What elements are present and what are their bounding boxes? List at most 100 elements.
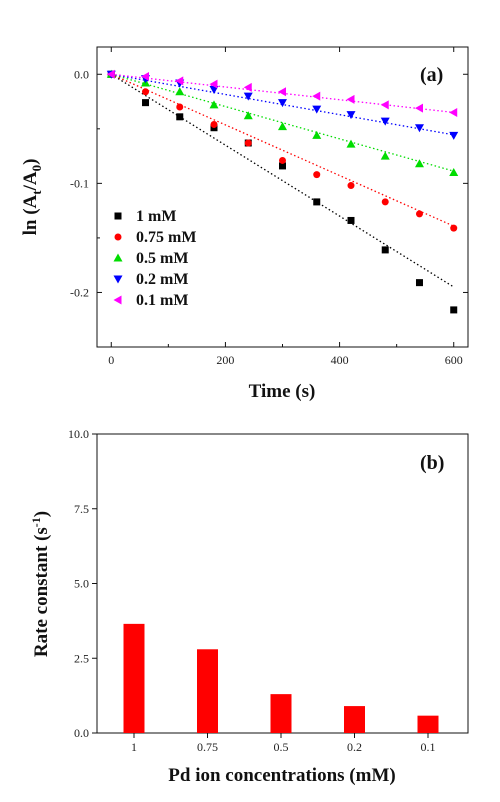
x-tick-label: 0.5 (274, 740, 289, 754)
data-point (347, 182, 355, 190)
data-point (381, 198, 389, 206)
data-point (278, 122, 287, 131)
y-tick-label: 5.0 (74, 577, 89, 591)
y-tick-label: -0.2 (70, 285, 89, 299)
data-point (380, 117, 390, 126)
data-point (313, 198, 321, 206)
x-tick-label: 400 (331, 353, 349, 367)
data-point (380, 151, 390, 160)
panel-a-y-axis-title: ln (At/A0) (20, 159, 44, 236)
legend-label: 0.75 mM (136, 229, 196, 246)
y-title-main: Rate constant (s (31, 527, 52, 657)
y-tick-label: -0.1 (70, 176, 89, 190)
bar (344, 706, 365, 733)
y-title-sup: -1 (29, 517, 43, 527)
y-tick-label: 0.0 (74, 67, 89, 81)
y-tick-label: 0.0 (74, 726, 89, 740)
y-title-end: ) (20, 159, 41, 165)
legend-label: 0.2 mM (136, 271, 188, 288)
panel-b-bar-chart: 0.0 2.5 5.0 7.5 10.0 1 0.75 0.5 0.2 0.1 (b) Pd io… (29, 427, 469, 786)
data-point (449, 131, 459, 140)
legend-marker (114, 212, 122, 220)
y-title-sub-0: 0 (29, 165, 44, 172)
legend-marker (114, 233, 122, 241)
legend-label: 0.5 mM (136, 250, 188, 267)
panel-b-frame (96, 433, 469, 734)
x-tick-label: 0.1 (421, 740, 436, 754)
data-point (176, 113, 184, 121)
data-point (312, 130, 322, 139)
data-point (449, 107, 458, 117)
data-point (312, 105, 322, 114)
panel-b-bars (123, 623, 439, 733)
y-title-sub-t: t (29, 190, 44, 195)
fit-line (111, 73, 454, 227)
data-point (141, 71, 150, 81)
panel-a-ticks: 0 200 400 600 0.0 -0.1 -0.2 (70, 47, 468, 367)
data-point (312, 91, 321, 101)
bar (123, 623, 145, 733)
data-point (415, 279, 423, 287)
legend-marker (113, 295, 122, 305)
data-point (243, 111, 253, 120)
y-tick-label: 2.5 (74, 651, 89, 665)
data-point (176, 103, 184, 111)
y-tick-label: 7.5 (74, 502, 89, 516)
data-point (450, 306, 458, 314)
data-point (346, 111, 356, 120)
data-point (142, 88, 150, 96)
bar (270, 694, 292, 733)
bar (197, 649, 218, 733)
data-point (209, 100, 219, 109)
panel-a-x-axis-title: Time (s) (249, 381, 316, 402)
data-point (380, 100, 389, 110)
data-point (346, 139, 356, 148)
data-point (346, 94, 355, 104)
legend-marker (113, 253, 123, 262)
y-title-main: ln (A (20, 194, 41, 235)
x-tick-label: 1 (131, 740, 137, 754)
panel-b-x-axis-title: Pd ion concentrations (mM) (168, 765, 395, 786)
data-point (142, 99, 150, 107)
x-tick-label: 0 (108, 353, 114, 367)
data-point (381, 246, 389, 254)
data-point (347, 216, 355, 224)
bar (417, 715, 439, 733)
data-point (414, 159, 424, 168)
data-point (243, 82, 252, 92)
panel-a-legend: 1 mM 0.75 mM 0.5 mM 0.2 mM 0.1 mM (113, 208, 196, 309)
data-point (313, 171, 321, 179)
panel-b-label: (b) (420, 452, 444, 474)
y-tick-label: 10.0 (68, 427, 89, 441)
panel-b-y-axis-title: Rate constant (s-1) (29, 511, 52, 657)
data-point (209, 86, 219, 95)
data-point (279, 162, 286, 170)
panel-b-ticks: 0.0 2.5 5.0 7.5 10.0 1 0.75 0.5 0.2 0.1 (68, 427, 436, 754)
data-point (210, 120, 218, 128)
data-point (106, 69, 115, 79)
data-point (278, 87, 286, 97)
data-point (209, 79, 218, 89)
data-point (175, 87, 185, 96)
x-tick-label: 200 (216, 353, 234, 367)
legend-marker (113, 275, 123, 284)
x-tick-label: 0.2 (347, 740, 362, 754)
panel-a-label: (a) (420, 64, 443, 86)
data-point (244, 139, 252, 147)
data-point (450, 224, 458, 232)
data-point (414, 103, 423, 113)
data-point (279, 156, 286, 164)
data-point (449, 167, 459, 176)
data-point (175, 76, 184, 86)
data-point (243, 92, 253, 101)
y-title-end: ) (31, 511, 52, 517)
x-tick-label: 0.75 (197, 740, 218, 754)
data-point (414, 124, 424, 133)
legend-label: 0.1 mM (136, 292, 188, 309)
fit-line (111, 73, 454, 172)
y-title-mid: /A (20, 171, 41, 191)
data-point (415, 210, 423, 218)
legend-label: 1 mM (136, 208, 176, 225)
